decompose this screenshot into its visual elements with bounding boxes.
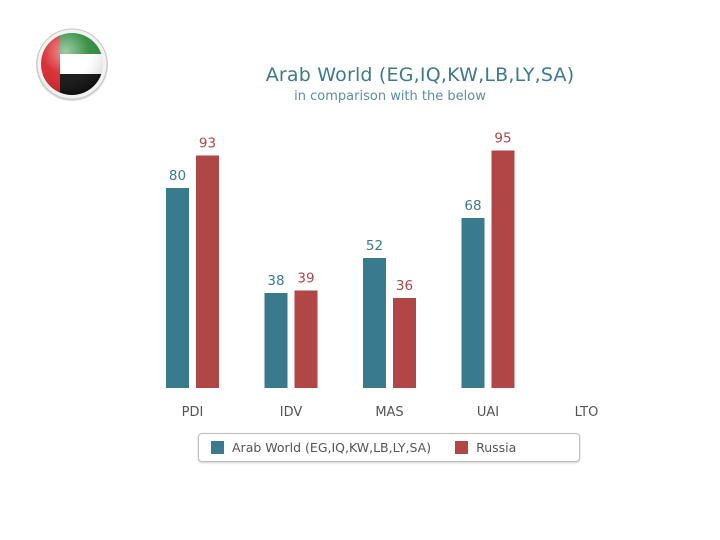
chart-subtitle: in comparison with the below (294, 89, 486, 104)
x-tick-label-uai: UAI (477, 405, 499, 420)
bar-pdi-series-0 (166, 188, 189, 388)
legend-item-series-1: Russia (455, 440, 516, 455)
chart-title: Arab World (EG,IQ,KW,LB,LY,SA) (265, 64, 575, 86)
data-label-mas-series-1: 36 (396, 278, 413, 294)
bar-idv-series-0 (264, 293, 288, 388)
legend-swatch-series-1 (455, 441, 469, 454)
data-label-mas-series-0: 52 (366, 238, 383, 254)
data-label-pdi-series-0: 80 (169, 168, 186, 184)
x-tick-label-idv: IDV (280, 405, 303, 420)
legend-swatch-series-0 (211, 441, 224, 454)
bar-mas-series-0 (363, 258, 386, 388)
legend-label-series-0: Arab World (EG,IQ,KW,LB,LY,SA) (232, 440, 432, 455)
data-label-uai-series-0: 68 (464, 198, 481, 214)
legend-item-series-0: Arab World (EG,IQ,KW,LB,LY,SA) (211, 440, 431, 455)
data-label-pdi-series-1: 93 (199, 136, 216, 152)
data-label-idv-series-0: 38 (267, 273, 284, 289)
uae-flag-icon (36, 28, 108, 101)
bar-uai-series-0 (461, 218, 485, 388)
x-tick-label-lto: LTO (575, 405, 599, 420)
bar-mas-series-1 (393, 298, 416, 388)
bar-uai-series-1 (491, 150, 515, 388)
x-tick-label-pdi: PDI (182, 405, 204, 420)
legend-label-series-1: Russia (476, 440, 517, 455)
data-label-idv-series-1: 39 (297, 271, 314, 287)
bar-pdi-series-1 (196, 155, 219, 388)
data-label-uai-series-1: 95 (494, 131, 511, 147)
bar-idv-series-1 (294, 290, 318, 388)
x-tick-label-mas: MAS (375, 405, 403, 420)
chart-legend: Arab World (EG,IQ,KW,LB,LY,SA) Russia (198, 433, 580, 462)
